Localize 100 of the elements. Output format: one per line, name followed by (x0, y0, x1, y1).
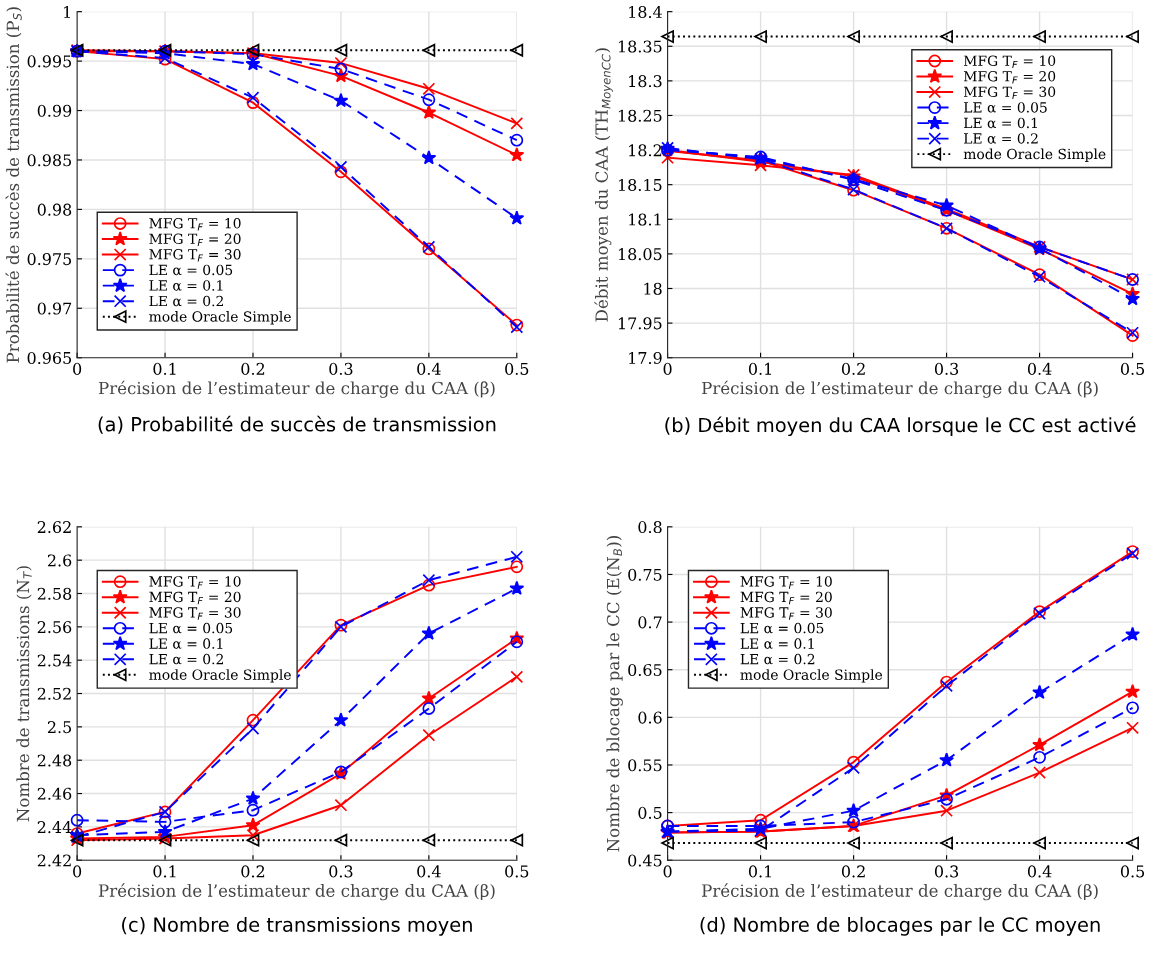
y-tick-label: 2.54 (37, 654, 72, 667)
x-axis-title: Précision de l’estimateur de charge du CAA (β) (98, 380, 495, 398)
y-tick-label: 2.56 (37, 621, 72, 634)
x-tick-label: 0.1 (748, 362, 772, 375)
legend-label: MFG T$_{F}$ = 20 (963, 70, 1056, 84)
x-tick-label: 0.2 (241, 865, 265, 878)
legend-label: MFG T$_{F}$ = 10 (963, 55, 1056, 69)
legend-label: LE α = 0.05 (149, 622, 233, 634)
legend-label: mode Oracle Simple (740, 669, 883, 683)
text: (b) Débit moyen du CAA lorsque le CC est activé (665, 416, 1136, 437)
y-tick-label: 0.985 (27, 154, 72, 167)
text: (a) Probabilité de succès de transmission (98, 415, 496, 434)
legend-label: mode Oracle Simple (963, 148, 1106, 162)
x-tick-label: 0.1 (748, 865, 772, 878)
y-tick-label: 2.44 (37, 821, 72, 834)
legend-label: MFG T$_{F}$ = 30 (740, 607, 832, 620)
x-tick-label: 0.5 (505, 362, 529, 375)
y-tick-label: 2.42 (37, 854, 71, 867)
legend-label: mode Oracle Simple (149, 669, 291, 683)
legend-label: MFG T$_{F}$ = 10 (149, 217, 241, 231)
y-tick-label: 2.58 (37, 587, 72, 600)
legend-label: LE α = 0.2 (149, 295, 223, 307)
y-tick-label: 0.45 (628, 854, 662, 867)
x-tick-label: 0.2 (841, 865, 865, 878)
legend-label: LE α = 0.05 (964, 102, 1047, 113)
y-tick-label: 0.8 (638, 521, 662, 534)
y-tick-label: 17.9 (629, 351, 662, 364)
text: (c) Nombre de transmissions moyen (122, 916, 472, 936)
y-tick-label: 0.97 (37, 302, 72, 315)
y-tick-label: 18 (644, 282, 662, 295)
legend-label: MFG T$_{F}$ = 30 (963, 86, 1056, 100)
legend-label: LE α = 0.1 (740, 638, 814, 649)
y-tick-label: 18.25 (618, 109, 662, 122)
y-axis-title: Nombre de transmissions (N$_{T}$) (16, 566, 32, 822)
x-tick-label: 0.4 (417, 865, 441, 878)
y-tick-label: 0.5 (638, 806, 662, 819)
legend-label: MFG T$_{F}$ = 20 (149, 233, 241, 247)
x-tick-label: 0 (663, 362, 672, 375)
x-tick-label: 0.2 (841, 362, 865, 375)
text: (d) Nombre de blocages par le CC moyen (700, 916, 1100, 936)
legend-label: mode Oracle Simple (149, 310, 291, 325)
y-tick-label: 1 (64, 5, 70, 18)
y-axis-title: Probabilité de succès de transmission (P$_{S}$) (5, 7, 22, 363)
legend-label: MFG T$_{F}$ = 20 (149, 591, 241, 605)
y-tick-label: 18.3 (629, 75, 662, 88)
legend-label: LE α = 0.05 (740, 622, 824, 634)
x-tick-label: 0.4 (417, 362, 441, 375)
y-tick-label: 0.65 (628, 663, 662, 676)
y-tick-label: 18.05 (618, 248, 662, 261)
legend-label: LE α = 0.1 (149, 280, 223, 291)
x-axis-title: Précision de l’estimateur de charge du CAA (β) (702, 380, 1098, 398)
x-tick-label: 0.5 (1120, 362, 1145, 375)
x-tick-label: 0.1 (153, 865, 176, 878)
y-tick-label: 2.52 (37, 687, 71, 700)
y-tick-label: 0.75 (628, 568, 662, 581)
y-tick-label: 2.6 (47, 554, 72, 567)
y-tick-label: 2.48 (37, 754, 72, 767)
legend-label: LE α = 0.1 (964, 117, 1037, 129)
legend-label: MFG T$_{F}$ = 10 (740, 576, 832, 589)
y-tick-label: 2.62 (37, 521, 71, 534)
x-tick-label: 0.1 (153, 362, 176, 375)
legend-label: LE α = 0.1 (149, 638, 223, 649)
y-tick-label: 0.6 (638, 711, 662, 724)
y-tick-label: 18.15 (618, 178, 662, 191)
x-tick-label: 0.3 (934, 865, 959, 878)
y-tick-label: 18.1 (629, 213, 661, 226)
legend-label: LE α = 0.2 (740, 653, 815, 665)
legend-label: MFG T$_{F}$ = 30 (149, 607, 241, 620)
x-tick-label: 0 (663, 865, 672, 878)
x-tick-label: 0.5 (1120, 865, 1145, 878)
y-tick-label: 0.965 (27, 351, 72, 364)
y-tick-label: 2.5 (47, 721, 72, 734)
legend-label: MFG T$_{F}$ = 30 (149, 249, 241, 262)
y-tick-label: 18.4 (629, 5, 662, 18)
legend-label: LE α = 0.2 (149, 653, 223, 665)
x-tick-label: 0.2 (241, 362, 265, 375)
x-tick-label: 0 (73, 865, 82, 878)
x-tick-label: 0.4 (1027, 362, 1052, 375)
y-tick-label: 17.95 (618, 317, 662, 330)
legend-label: LE α = 0.05 (149, 264, 233, 276)
y-tick-label: 0.975 (27, 253, 72, 266)
y-tick-label: 2.46 (37, 787, 72, 800)
y-tick-label: 0.98 (37, 203, 72, 216)
y-axis-title: Nombre de blocage par le CC (E(N$_{B}$)) (606, 536, 623, 852)
x-axis-title: Précision de l’estimateur de charge du CAA (β) (702, 883, 1098, 901)
x-tick-label: 0.3 (934, 362, 959, 375)
y-tick-label: 0.55 (628, 759, 662, 772)
x-tick-label: 0.3 (329, 362, 353, 375)
x-tick-label: 0.3 (329, 865, 353, 878)
y-tick-label: 18.2 (629, 144, 662, 157)
x-tick-label: 0.5 (505, 865, 529, 878)
x-tick-label: 0.4 (1027, 865, 1052, 878)
legend-label: LE α = 0.2 (964, 133, 1038, 144)
y-tick-label: 0.99 (37, 104, 72, 117)
y-axis-title: Débit moyen du CAA (TH$_{MoyenCC}$) (594, 48, 613, 322)
legend-label: MFG T$_{F}$ = 20 (740, 591, 832, 605)
x-axis-title: Précision de l’estimateur de charge du CAA (β) (98, 883, 495, 901)
y-tick-label: 0.995 (27, 55, 72, 68)
legend-label: MFG T$_{F}$ = 10 (149, 576, 241, 589)
y-tick-label: 18.35 (618, 40, 662, 53)
